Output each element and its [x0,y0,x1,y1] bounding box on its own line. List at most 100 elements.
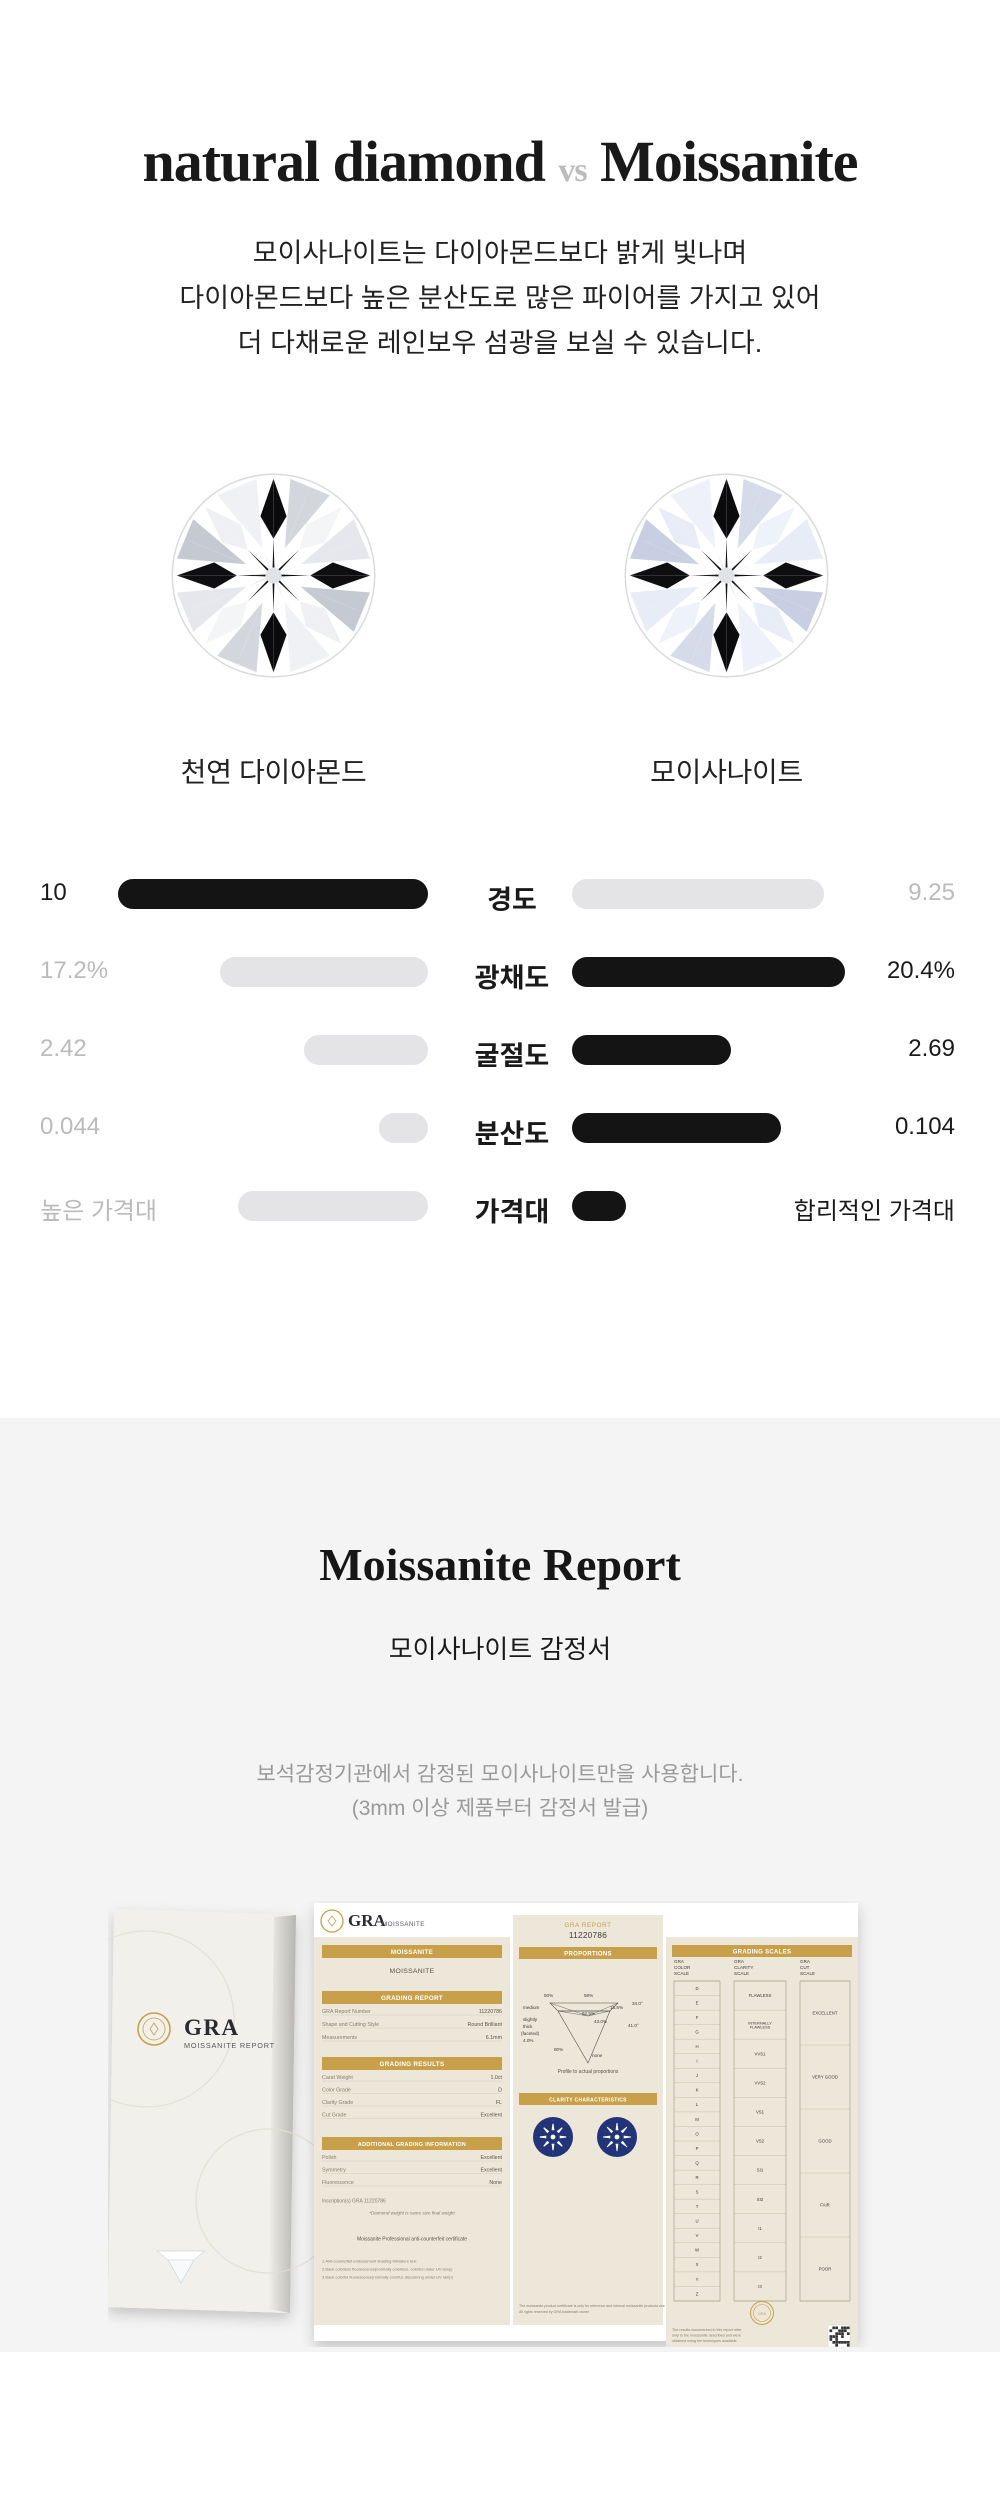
svg-text:D: D [695,1986,698,1991]
svg-text:I3: I3 [758,2284,762,2289]
svg-text:80%: 80% [554,2047,563,2052]
svg-text:F: F [695,2015,698,2020]
svg-text:H: H [695,2044,698,2049]
svg-text:Cut Grade: Cut Grade [322,2113,346,2119]
svg-text:V: V [695,2233,698,2238]
svg-text:Carat Weight: Carat Weight [322,2075,353,2081]
svg-text:slightly: slightly [523,2017,538,2022]
svg-text:Polish: Polish [322,2155,336,2161]
svg-text:The moissanite product certifi: The moissanite product certificate is on… [519,2304,665,2308]
svg-text:SCALE: SCALE [674,1971,689,1976]
svg-text:11220786: 11220786 [478,2009,501,2015]
svg-text:X: X [695,2262,698,2267]
svg-text:Excellent: Excellent [480,2155,502,2161]
svg-text:I2: I2 [758,2255,762,2260]
svg-text:11220786: 11220786 [568,1931,606,1940]
svg-text:FLAWLESS: FLAWLESS [749,2025,770,2030]
svg-text:VVS2: VVS2 [754,2080,766,2085]
svg-text:43.0%: 43.0% [594,2019,607,2024]
svg-text:GRA: GRA [758,2312,766,2316]
svg-text:T: T [695,2204,698,2209]
svg-text:All rights reserved by GRA tra: All rights reserved by GRA trademark own… [519,2310,590,2314]
svg-text:SCALE: SCALE [800,1971,815,1976]
svg-text:U: U [695,2219,698,2224]
svg-text:SI1: SI1 [756,2168,763,2173]
svg-text:MOISSANITE: MOISSANITE [389,1968,434,1975]
svg-text:SI2: SI2 [756,2197,763,2202]
svg-text:GRA: GRA [184,2015,240,2040]
svg-text:M: M [695,2117,699,2122]
svg-text:R: R [695,2175,698,2180]
svg-text:VERY GOOD: VERY GOOD [812,2075,838,2080]
svg-text:1.0ct: 1.0ct [490,2075,502,2081]
svg-text:2.Back colorless fluorescence(: 2.Back colorless fluorescence(normally c… [322,2267,453,2272]
svg-text:Y: Y [695,2277,698,2282]
svg-text:I1: I1 [758,2226,762,2231]
svg-text:GRADING RESULTS: GRADING RESULTS [379,2061,444,2068]
svg-text:(faceted): (faceted) [521,2031,540,2036]
svg-text:Symmetry: Symmetry [322,2168,346,2174]
svg-text:Z: Z [695,2291,698,2296]
svg-text:CLARITY: CLARITY [734,1965,753,1970]
svg-text:EXCELLENT: EXCELLENT [812,2011,837,2016]
svg-text:D: D [498,2088,502,2094]
svg-text:VVS1: VVS1 [754,2051,766,2056]
svg-text:Moissanite Professional anti-c: Moissanite Professional anti-counterfeit… [356,2237,466,2243]
svg-text:S: S [695,2190,698,2195]
svg-text:Shape and Cutting Style: Shape and Cutting Style [322,2022,379,2028]
svg-text:POOR: POOR [818,2267,831,2272]
svg-text:GOOD: GOOD [818,2139,831,2144]
svg-text:medium: medium [523,2005,540,2010]
svg-text:CLARITY CHARACTERISTICS: CLARITY CHARACTERISTICS [549,2097,627,2103]
svg-text:Profile to actual proportions: Profile to actual proportions [557,2069,618,2075]
svg-text:obtained using the techniques: obtained using the techniques available. [672,2339,738,2343]
svg-text:COLOR: COLOR [674,1965,691,1970]
svg-text:FLAWLESS: FLAWLESS [748,1993,771,1998]
svg-text:50%: 50% [544,1993,553,1998]
svg-text:only to the moissanite describ: only to the moissanite described and wer… [672,2334,741,2338]
svg-text:VS1: VS1 [755,2110,764,2115]
svg-text:Inscription(s) GRA 11220786: Inscription(s) GRA 11220786 [322,2199,386,2205]
svg-text:1.Anti-counterfeit embossment: 1.Anti-counterfeit embossment shading Mi… [322,2259,417,2264]
svg-text:thick: thick [523,2024,533,2029]
svg-text:J: J [695,2073,697,2078]
svg-text:PROPORTIONS: PROPORTIONS [564,1951,612,1957]
svg-text:Measurements: Measurements [322,2035,357,2041]
svg-text:Excellent: Excellent [480,2113,502,2119]
svg-text:CUT: CUT [800,1965,810,1970]
svg-text:GRA Report Number: GRA Report Number [322,2009,371,2015]
svg-text:58%: 58% [584,1993,593,1998]
svg-text:Round Brilliant: Round Brilliant [467,2022,502,2028]
svg-text:Excellent: Excellent [480,2168,502,2174]
svg-text:GRA: GRA [674,1959,685,1964]
svg-text:FL: FL [495,2100,501,2106]
svg-text:None: None [489,2180,502,2186]
svg-text:GRA: GRA [734,1959,745,1964]
svg-text:P: P [695,2146,698,2151]
svg-text:3.Back colorful fluorescence(n: 3.Back colorful fluorescence(normally co… [322,2275,454,2280]
svg-text:15.5%: 15.5% [610,2005,623,2010]
svg-text:4.0%: 4.0% [523,2038,533,2043]
svg-text:GRA: GRA [800,1959,811,1964]
svg-text:62.5%: 62.5% [582,2011,595,2016]
svg-text:SCALE: SCALE [734,1971,749,1976]
svg-text:GRADING REPORT: GRADING REPORT [381,1995,443,2002]
svg-text:GRADING SCALES: GRADING SCALES [732,1949,791,1955]
svg-text:FAIR: FAIR [820,2203,830,2208]
svg-text:*Diamond weight is same size f: *Diamond weight is same size final weigh… [369,2211,455,2216]
svg-text:K: K [695,2088,698,2093]
svg-text:GRA REPORT: GRA REPORT [564,1922,611,1929]
svg-text:6.1mm: 6.1mm [485,2035,502,2041]
svg-text:41.0°: 41.0° [628,2023,639,2028]
svg-text:Clarity Grade: Clarity Grade [322,2100,353,2106]
svg-text:ADDITIONAL GRADING INFORMATION: ADDITIONAL GRADING INFORMATION [357,2142,465,2148]
svg-text:VS2: VS2 [755,2139,764,2144]
svg-text:GRA: GRA [348,1911,387,1930]
svg-text:none: none [592,2053,603,2058]
svg-text:Fluorescence: Fluorescence [322,2180,354,2186]
svg-text:The results documented in this: The results documented in this report re… [672,2328,742,2332]
svg-text:MOISSANITE REPORT: MOISSANITE REPORT [184,2041,275,2050]
svg-text:34.0°: 34.0° [632,2001,643,2006]
svg-text:Color Grade: Color Grade [322,2088,351,2094]
svg-text:E: E [695,2000,698,2005]
